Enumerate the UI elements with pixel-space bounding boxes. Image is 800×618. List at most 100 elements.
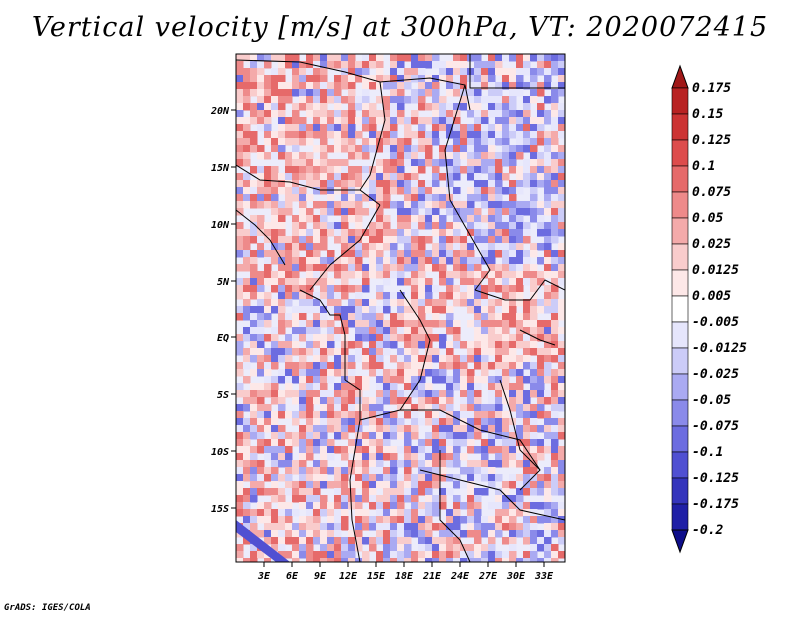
field-cell (551, 411, 559, 419)
field-cell (390, 103, 398, 111)
field-cell (313, 516, 321, 524)
field-cell (530, 551, 538, 559)
field-cell (306, 194, 314, 202)
field-cell (516, 243, 524, 251)
field-cell (495, 551, 503, 559)
field-cell (453, 446, 461, 454)
field-cell (320, 229, 328, 237)
field-cell (292, 138, 300, 146)
field-cell (327, 516, 335, 524)
field-cell (404, 488, 412, 496)
field-cell (516, 187, 524, 195)
field-cell (271, 257, 279, 265)
field-cell (418, 523, 426, 531)
field-cell (327, 299, 335, 307)
field-cell (313, 523, 321, 531)
field-cell (397, 544, 405, 552)
field-cell (516, 61, 524, 69)
field-cell (250, 236, 258, 244)
field-cell (390, 117, 398, 125)
field-cell (257, 467, 265, 475)
field-cell (530, 467, 538, 475)
field-cell (467, 474, 475, 482)
field-cell (334, 397, 342, 405)
field-cell (488, 180, 496, 188)
field-cell (341, 446, 349, 454)
field-cell (271, 544, 279, 552)
field-cell (299, 432, 307, 440)
field-cell (313, 306, 321, 314)
field-cell (313, 250, 321, 258)
field-cell (257, 383, 265, 391)
field-cell (355, 61, 363, 69)
field-cell (523, 166, 531, 174)
field-cell (369, 306, 377, 314)
field-cell (495, 215, 503, 223)
field-cell (495, 180, 503, 188)
field-cell (418, 264, 426, 272)
field-cell (474, 383, 482, 391)
field-cell (271, 341, 279, 349)
field-cell (495, 299, 503, 307)
field-cell (278, 474, 286, 482)
field-cell (404, 474, 412, 482)
field-cell (446, 117, 454, 125)
field-cell (257, 145, 265, 153)
field-cell (523, 313, 531, 321)
field-cell (502, 278, 510, 286)
field-cell (418, 355, 426, 363)
field-cell (243, 306, 251, 314)
field-cell (530, 537, 538, 545)
field-cell (390, 453, 398, 461)
field-cell (509, 341, 517, 349)
field-cell (285, 516, 293, 524)
field-cell (250, 271, 258, 279)
field-cell (376, 159, 384, 167)
field-cell (453, 110, 461, 118)
field-cell (264, 558, 272, 562)
field-cell (397, 327, 405, 335)
field-cell (292, 61, 300, 69)
field-cell (341, 61, 349, 69)
field-cell (453, 369, 461, 377)
field-cell (397, 537, 405, 545)
field-cell (271, 152, 279, 160)
field-cell (278, 103, 286, 111)
field-cell (383, 103, 391, 111)
border-line (236, 164, 381, 206)
field-cell (369, 82, 377, 90)
field-cell (551, 327, 559, 335)
field-cell (411, 362, 419, 370)
field-cell (460, 54, 468, 62)
field-cell (467, 523, 475, 531)
field-cell (495, 509, 503, 517)
field-cell (481, 404, 489, 412)
field-cell (530, 152, 538, 160)
field-cell (439, 152, 447, 160)
field-cell (495, 194, 503, 202)
field-cell (306, 131, 314, 139)
field-cell (432, 320, 440, 328)
field-cell (348, 180, 356, 188)
field-cell (460, 453, 468, 461)
field-cell (390, 145, 398, 153)
field-cell (404, 229, 412, 237)
field-cell (411, 236, 419, 244)
field-cell (425, 236, 433, 244)
field-cell (516, 460, 524, 468)
field-cell (313, 327, 321, 335)
field-cell (495, 523, 503, 531)
field-cell (425, 145, 433, 153)
field-cell (376, 264, 384, 272)
field-cell (425, 306, 433, 314)
field-cell (306, 432, 314, 440)
field-cell (509, 481, 517, 489)
field-cell (523, 271, 531, 279)
field-cell (334, 110, 342, 118)
field-cell (285, 180, 293, 188)
field-cell (306, 180, 314, 188)
field-cell (369, 425, 377, 433)
field-cell (348, 236, 356, 244)
field-cell (355, 509, 363, 517)
field-cell (481, 243, 489, 251)
